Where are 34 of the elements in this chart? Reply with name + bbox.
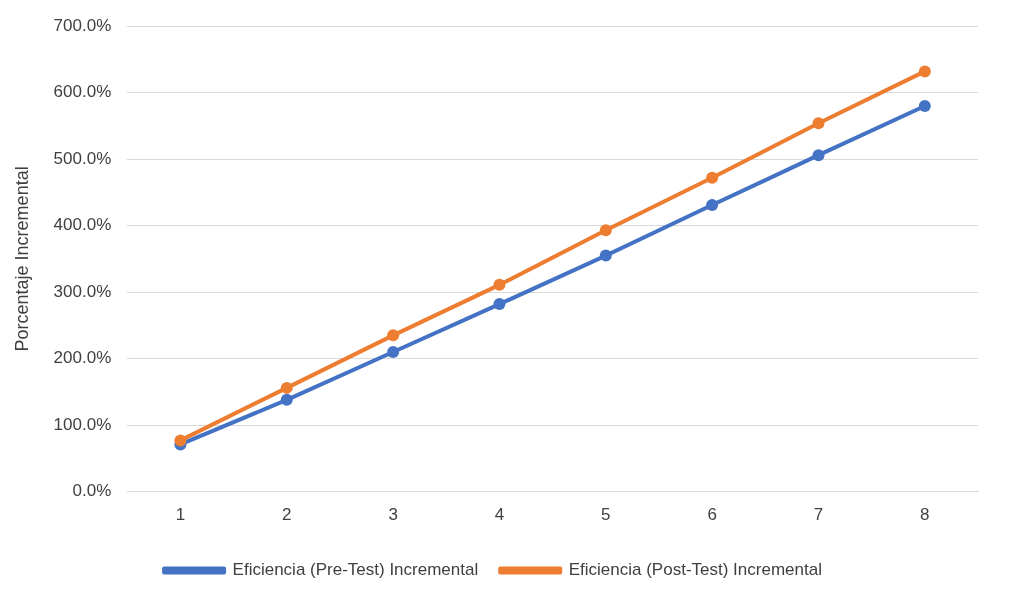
point bbox=[280, 393, 293, 406]
point bbox=[812, 149, 825, 162]
y-tick-label: 100.0% bbox=[53, 414, 112, 434]
point bbox=[599, 224, 612, 237]
y-tick-label: 0.0% bbox=[72, 481, 112, 501]
y-tick-label: 400.0% bbox=[53, 215, 112, 235]
x-tick-label: 5 bbox=[601, 505, 611, 525]
point bbox=[493, 278, 506, 291]
y-tick-label: 600.0% bbox=[53, 82, 112, 102]
x-tick-label: 1 bbox=[175, 505, 186, 525]
point bbox=[280, 381, 293, 394]
x-tick-label: 3 bbox=[388, 505, 398, 525]
legend-label: Eficiencia (Post-Test) Incremental bbox=[568, 560, 822, 580]
x-tick-label: 4 bbox=[494, 505, 505, 525]
x-tick-label: 6 bbox=[707, 505, 717, 525]
y-tick-label: 700.0% bbox=[53, 15, 112, 35]
point bbox=[918, 65, 931, 78]
x-tick-label: 8 bbox=[920, 505, 930, 525]
y-tick-label: 300.0% bbox=[53, 281, 112, 301]
y-tick-label: 200.0% bbox=[53, 348, 112, 368]
y-axis-title: Porcentaje Incremental bbox=[11, 166, 32, 352]
point bbox=[387, 345, 400, 358]
point bbox=[174, 434, 187, 447]
point bbox=[918, 99, 931, 112]
point bbox=[599, 249, 612, 262]
x-tick-label: 2 bbox=[282, 505, 292, 525]
point bbox=[706, 199, 719, 212]
point bbox=[706, 171, 719, 184]
y-tick-label: 500.0% bbox=[53, 148, 112, 168]
point bbox=[493, 298, 506, 311]
legend-label: Eficiencia (Pre-Test) Incremental bbox=[232, 560, 479, 580]
point bbox=[387, 329, 400, 342]
point bbox=[812, 117, 825, 130]
x-tick-label: 7 bbox=[813, 505, 824, 525]
